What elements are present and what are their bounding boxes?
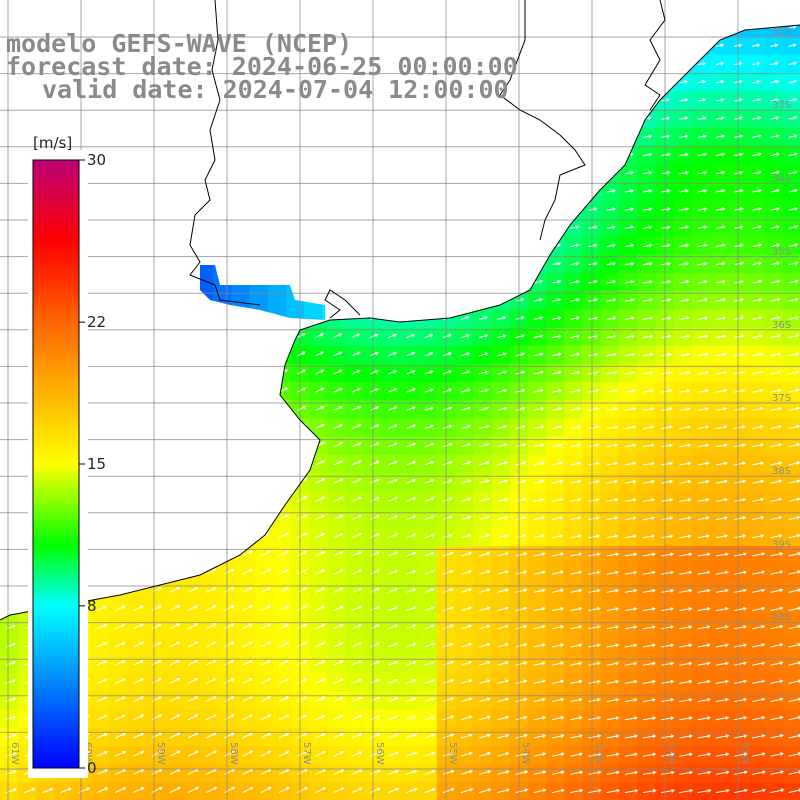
- longitude-label: 53W: [593, 742, 604, 765]
- longitude-label: 54W: [520, 742, 531, 765]
- colorbar-tick-label: 8: [87, 597, 97, 615]
- latitude-label: 39S: [772, 539, 791, 550]
- longitude-label: 56W: [374, 742, 385, 765]
- latitude-labels: 32S 33S 34S 35S 36S 37S 38S 39S 40S: [772, 27, 791, 624]
- latitude-label: 35S: [772, 247, 791, 258]
- longitude-label: 58W: [228, 742, 239, 765]
- longitude-label: 57W: [301, 742, 312, 765]
- colorbar-ticks: 30 22 15 8 0: [79, 151, 106, 777]
- colorbar-tick-label: 15: [87, 455, 106, 473]
- latitude-label: 32S: [772, 27, 791, 38]
- colorbar: [m/s] 30 22 15 8 0: [28, 134, 106, 778]
- forecast-date: forecast date: 2024-06-25 00:00:00: [6, 52, 518, 81]
- valid-date: valid date: 2024-07-04 12:00:00: [42, 75, 509, 104]
- longitude-label: 61W: [9, 742, 20, 765]
- colorbar-unit: [m/s]: [33, 134, 72, 152]
- latitude-label: 40S: [772, 613, 791, 624]
- longitude-label: 52W: [666, 742, 677, 765]
- colorbar-tick-label: 22: [87, 313, 106, 331]
- colorbar-ramp: [32, 159, 80, 769]
- longitude-label: 55W: [447, 742, 458, 765]
- latitude-label: 38S: [772, 466, 791, 477]
- colorbar-tick-label: 30: [87, 151, 106, 169]
- longitude-label: 51W: [739, 742, 750, 765]
- model-title: modelo GEFS-WAVE (NCEP): [6, 29, 353, 58]
- colorbar-tick-label: 0: [87, 759, 97, 777]
- latitude-label: 34S: [772, 173, 791, 184]
- coastline: [0, 0, 800, 621]
- latitude-label: 33S: [772, 100, 791, 111]
- longitude-label: 59W: [155, 742, 166, 765]
- latitude-label: 37S: [772, 393, 791, 404]
- latitude-label: 36S: [772, 320, 791, 331]
